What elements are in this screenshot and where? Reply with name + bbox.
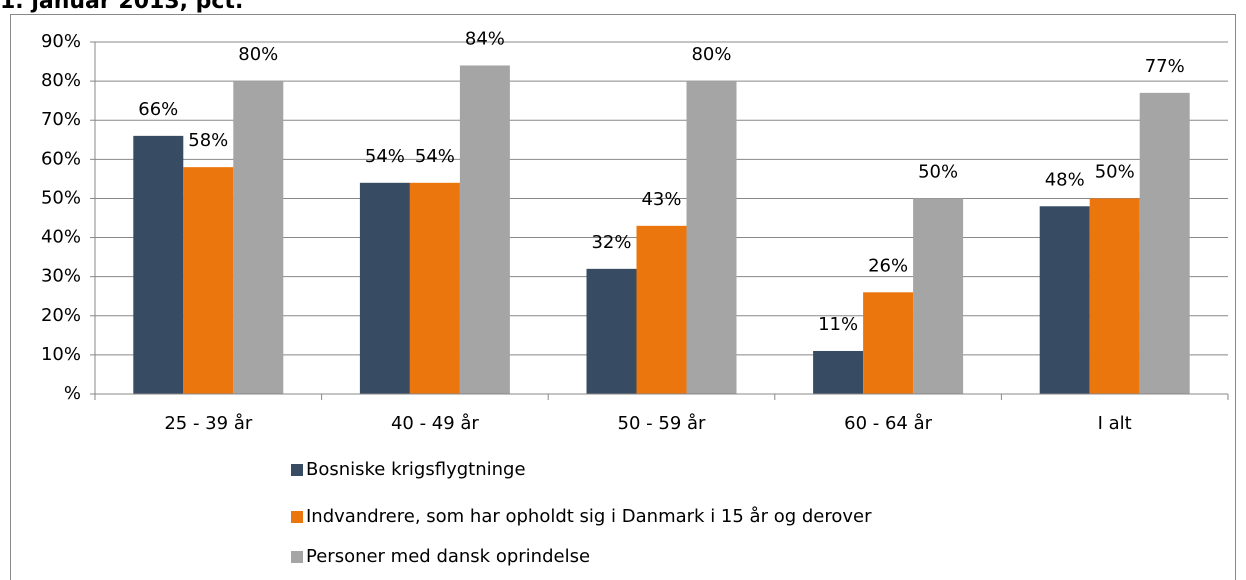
data-label: 84% [465, 28, 505, 49]
legend-label: Indvandrere, som har opholdt sig i Danma… [306, 506, 872, 527]
data-label: 48% [1045, 169, 1085, 190]
data-label: 80% [238, 44, 278, 65]
bar [813, 350, 864, 394]
bar [1139, 92, 1190, 394]
legend-swatch [291, 511, 303, 523]
bar [686, 81, 737, 394]
bar [459, 65, 510, 394]
y-tick-label: 90% [41, 31, 81, 52]
bar [183, 167, 234, 394]
data-label: 66% [138, 99, 178, 120]
legend-swatch [291, 464, 303, 476]
bar [1089, 198, 1140, 394]
legend-swatch [291, 551, 303, 563]
y-tick-label: 40% [41, 227, 81, 248]
chart-title: 1. januar 2013, pct. [0, 0, 243, 14]
legend-label: Personer med dansk oprindelse [306, 546, 590, 567]
x-tick-label: 25 - 39 år [164, 413, 252, 434]
bar [409, 182, 460, 394]
bar [133, 135, 184, 394]
data-label: 32% [591, 232, 631, 253]
y-tick-label: 50% [41, 187, 81, 208]
x-tick-label: 50 - 59 år [618, 413, 706, 434]
y-tick-label: 80% [41, 70, 81, 91]
y-tick-label: % [64, 383, 81, 404]
legend-label: Bosniske krigsflygtninge [306, 459, 526, 480]
bar [636, 225, 687, 394]
data-label: 77% [1145, 56, 1185, 77]
data-label: 26% [868, 255, 908, 276]
x-tick-label: 60 - 64 år [844, 413, 932, 434]
bar [913, 198, 964, 394]
x-tick-label: 40 - 49 år [391, 413, 479, 434]
data-label: 50% [918, 161, 958, 182]
data-label: 80% [691, 44, 731, 65]
x-tick-label: I alt [1098, 413, 1132, 434]
data-label: 58% [188, 130, 228, 151]
data-label: 50% [1095, 161, 1135, 182]
bar [233, 81, 284, 394]
y-tick-label: 30% [41, 266, 81, 287]
y-tick-label: 60% [41, 148, 81, 169]
y-tick-label: 70% [41, 109, 81, 130]
bar [863, 292, 914, 394]
bar [1039, 206, 1090, 394]
bar [586, 268, 637, 394]
y-tick-label: 20% [41, 305, 81, 326]
chart-frame [10, 14, 1236, 580]
data-label: 43% [641, 189, 681, 210]
y-tick-label: 10% [41, 344, 81, 365]
data-label: 11% [818, 314, 858, 335]
data-label: 54% [365, 146, 405, 167]
data-label: 54% [415, 146, 455, 167]
bar [359, 182, 410, 394]
